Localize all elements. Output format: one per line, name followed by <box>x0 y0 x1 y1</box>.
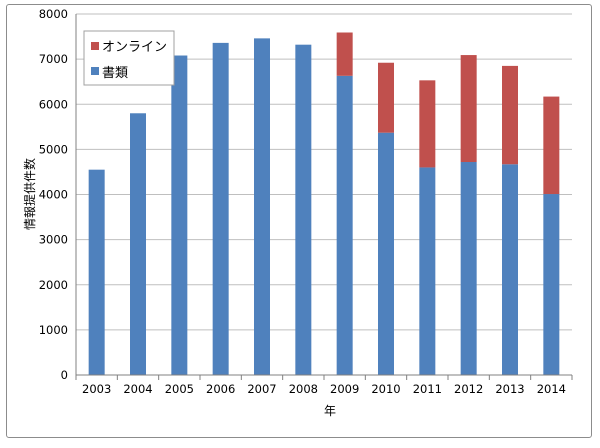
bar-online <box>502 65 518 165</box>
bar-documents <box>212 42 229 375</box>
x-tick-label: 2003 <box>82 382 111 396</box>
y-tick-label: 7000 <box>39 52 68 66</box>
legend: オンライン 書類 <box>83 30 175 86</box>
x-axis-title: 年 <box>324 404 336 418</box>
x-tick-label: 2014 <box>537 382 566 396</box>
x-tick-label: 2008 <box>289 382 318 396</box>
legend-swatch-documents <box>91 67 99 75</box>
x-tick-label: 2006 <box>206 382 235 396</box>
bar-documents <box>254 38 270 376</box>
y-tick-label: 8000 <box>39 7 68 21</box>
y-tick-label: 5000 <box>39 142 68 156</box>
x-tick-label: 2013 <box>495 382 524 396</box>
bar-online <box>460 55 477 163</box>
y-tick-label: 2000 <box>39 278 68 292</box>
bar-documents <box>419 167 436 375</box>
x-tick-label: 2005 <box>165 382 194 396</box>
y-axis-title: 情報提供件数 <box>22 158 37 230</box>
legend-label-online: オンライン <box>102 40 167 55</box>
bar-documents <box>502 164 518 375</box>
y-tick-label: 6000 <box>39 97 68 111</box>
bar-online <box>336 32 353 76</box>
bar-documents <box>336 75 353 375</box>
bar-documents <box>88 169 105 375</box>
y-tick-label: 4000 <box>39 188 68 202</box>
bar-documents <box>130 113 146 376</box>
bar-documents <box>378 132 394 375</box>
gridlines <box>76 13 572 331</box>
bar-online <box>419 80 436 168</box>
x-tick-label: 2007 <box>247 382 276 396</box>
y-tick-label: 1000 <box>39 323 68 337</box>
bar-documents <box>543 194 560 375</box>
bar-online <box>543 96 560 195</box>
axes: 0 1000 2000 3000 4000 5000 6000 7000 8000 2003 200… <box>39 7 573 396</box>
legend-label-documents: 書類 <box>102 66 128 81</box>
y-tick-label: 3000 <box>39 233 68 247</box>
bar-documents <box>295 44 312 376</box>
legend-box <box>83 30 175 86</box>
bars <box>88 32 560 376</box>
bar-documents <box>460 162 477 375</box>
x-tick-label: 2010 <box>371 382 400 396</box>
x-tick-label: 2012 <box>454 382 483 396</box>
x-tick-label: 2011 <box>413 382 442 396</box>
bar-online <box>378 62 394 133</box>
bar-documents <box>171 55 188 375</box>
legend-swatch-online <box>91 42 99 50</box>
y-tick-label: 0 <box>61 368 68 382</box>
x-tick-label: 2009 <box>330 382 359 396</box>
x-tick-label: 2004 <box>123 382 152 396</box>
